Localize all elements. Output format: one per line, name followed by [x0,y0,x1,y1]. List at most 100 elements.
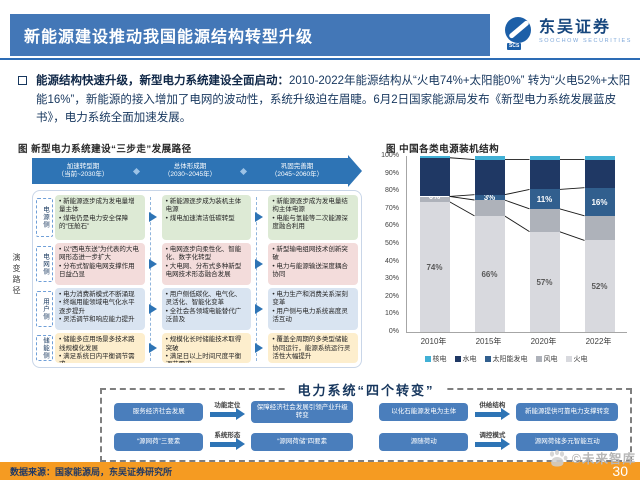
brand-name: 东吴证券 [539,18,612,36]
cell-arrow-icon [147,195,160,240]
y-tick-label: 60% [384,222,399,230]
legend-swatch-icon [454,356,461,362]
plot-area: 74% 66% 57% 52% 0% 3% 11% 16% [406,156,627,333]
bar-segment [419,156,450,158]
y-tick-label: 70% [384,204,399,212]
y-tick-label: 0% [388,328,399,335]
transform-arrow-icon: 系统形态 [203,431,251,453]
x-tick-label: 2022年 [585,337,612,346]
roadmap-row-grid: 电网侧 • 以“西电东送”为代表的大电网形态进一步扩大 • 分布式智能电网支撑作… [36,242,358,285]
chart-caption: 图 中国各类电源装机结构 [386,144,500,155]
roadmap-cell: • 电力消费新模式不断涌现 • 终端用能领域电气化水平逐步提升 • 灵活调节和响… [55,287,145,331]
roadmap-rows: 电源侧 • 新能源逐步成为发电量增量主体 • 煤电仍是电力安全保障的“压舱石” … [32,190,362,368]
roadmap-cell: • 覆盖全周期的多类型储能协同运行，能源系统运行灵活性大幅提升 [268,333,358,363]
chart-legend: 核电 水电 太阳能发电 风电 火电 [376,354,636,364]
phase-1: 加速转型期 （当前~2030年） [57,162,109,178]
bar-segment [474,194,505,200]
bar-segment [584,156,615,160]
legend-swatch-icon [535,356,542,362]
segment-label: 0% [428,192,441,202]
legend-item: 核电 [424,354,447,364]
row-label: 电源侧 [36,198,53,237]
y-tick-label: 30% [384,275,399,283]
series-connector-lines [449,157,585,241]
bar-segment [584,215,615,241]
phase-3: 巩固完善期 （2045~2060年） [270,162,324,178]
header-divider [0,58,640,60]
transforms-title: 电力系统“四个转变” [285,380,447,399]
column-divider [150,197,151,361]
transform-item: “源网荷”三要素 系统形态 “源网荷储”四要素 [114,431,353,453]
capacity-structure-chart: 0% 10% 20% 30% 40% 50% 60% 70% 80% 90% 100% 74% 66%… [376,152,636,374]
roadmap-cell: • 储能多应用场景多技术路线规模化发展 • 满足系统日内平衡调节需求 [55,333,145,363]
roadmap-cell: • 新型输电组网技术创新突破 • 电力与能源输送深度耦合协同 [268,242,358,285]
page-number: 30 [612,463,628,479]
cell-arrow-icon [147,243,160,285]
phase-2: 总体形成期 （2030~2045年） [163,162,217,178]
evolution-path-label: 演变路径 [12,253,21,297]
segment-label: 3% [483,193,496,203]
x-tick-label: 2020年 [530,337,557,346]
cell-arrow-icon [253,333,266,363]
bullet-square-icon [18,76,27,85]
transform-to-box: “源网荷储”四要素 [251,433,353,452]
transform-arrow-icon: 功能定位 [203,401,251,423]
y-tick-label: 50% [384,240,399,247]
cell-arrow-icon [253,288,266,330]
brand-subtitle: SOOCHOW SECURITIES [539,37,632,44]
paw-icon [549,449,568,466]
bar-segment [584,187,615,216]
x-tick-label: 2015年 [475,337,502,346]
transform-to-box: 源网荷储多元智能互动 [516,433,618,452]
watermark: ©未来智库 [547,448,636,467]
row-label: 用户侧 [36,290,53,328]
legend-swatch-icon [484,356,491,362]
x-tick-label: 2010年 [420,337,447,346]
source-text: 数据来源：国家能源局，东吴证券研究所 [10,466,173,477]
roadmap-caption: 图 新型电力系统建设“三步走”发展路径 [18,144,192,155]
roadmap-cell: • 规模化长时储能技术取得突破 • 满足日以上时间尺度平衡调节需求 [161,333,252,363]
bar-segment [584,159,615,188]
intro-lead: 能源结构快速升级，新型电力系统建设全面启动： [36,75,289,87]
segment-label: 11% [536,195,553,205]
y-tick-label: 100% [381,152,399,159]
segment-label: 52% [591,282,608,292]
brand-logo: SCS 东吴证券 SOOCHOW SECURITIES [504,17,632,50]
segment-label: 57% [536,277,553,287]
roadmap-cell: • 新能源逐步成为装机主体电源 • 煤电加速清洁低碳转型 [161,195,252,240]
transform-arrow-label: 调控模式 [479,432,506,440]
column-divider [256,197,257,361]
transform-arrow-icon: 供给结构 [468,401,516,423]
y-tick-label: 20% [384,292,399,300]
bar-segment [529,156,560,160]
roadmap-cell: • 新能源逐步成为发电量结构主体电源 • 电能与氢能等二次能源深度融合利用 [268,195,358,240]
roadmap-cell: • 以“西电东送”为代表的大电网形态进一步扩大 • 分布式智能电网支撑作用日益凸… [55,242,145,285]
bar-segment [419,201,450,332]
legend-item: 火电 [565,354,588,364]
transform-arrow-label: 供给结构 [479,402,506,409]
segment-label: 66% [481,269,498,279]
footer-bar: 数据来源：国家能源局，东吴证券研究所 30 [0,462,640,480]
cell-arrow-icon [147,333,160,363]
legend-swatch-icon [424,356,431,362]
cell-arrow-icon [253,195,266,240]
y-tick-label: 10% [384,310,399,318]
bar-segment [474,215,505,332]
transform-from-box: 源随荷动 [379,433,469,452]
y-tick-label: 80% [384,187,399,195]
transform-to-box: 保障经济社会发展引领产业升级转变 [251,400,353,424]
roadmap-cell: • 电力生产和消费关系深刻变革 • 用户侧与电力系统高度灵活互动 [268,287,358,331]
bar-segment [474,159,505,195]
bar-segment [529,189,560,209]
row-label: 电网侧 [36,245,53,283]
segment-label: 16% [591,197,608,207]
transform-item: 源随荷动 调控模式 源网荷储多元智能互动 [379,431,618,453]
cell-arrow-icon [147,288,160,330]
cell-arrow-icon [253,243,266,285]
roadmap-cell: • 新能源逐步成为发电量增量主体 • 煤电仍是电力安全保障的“压舱石” [55,195,145,240]
segment-label: 74% [426,262,443,272]
transform-item: 服务经济社会发展 功能定位 保障经济社会发展引领产业升级转变 [114,400,353,424]
title-bar: 新能源建设推动我国能源结构转型升级 [10,14,490,56]
four-transformations-box: 电力系统“四个转变” 服务经济社会发展 功能定位 保障经济社会发展引领产业升级转… [100,380,632,462]
transform-arrow-label: 系统形态 [214,432,241,440]
